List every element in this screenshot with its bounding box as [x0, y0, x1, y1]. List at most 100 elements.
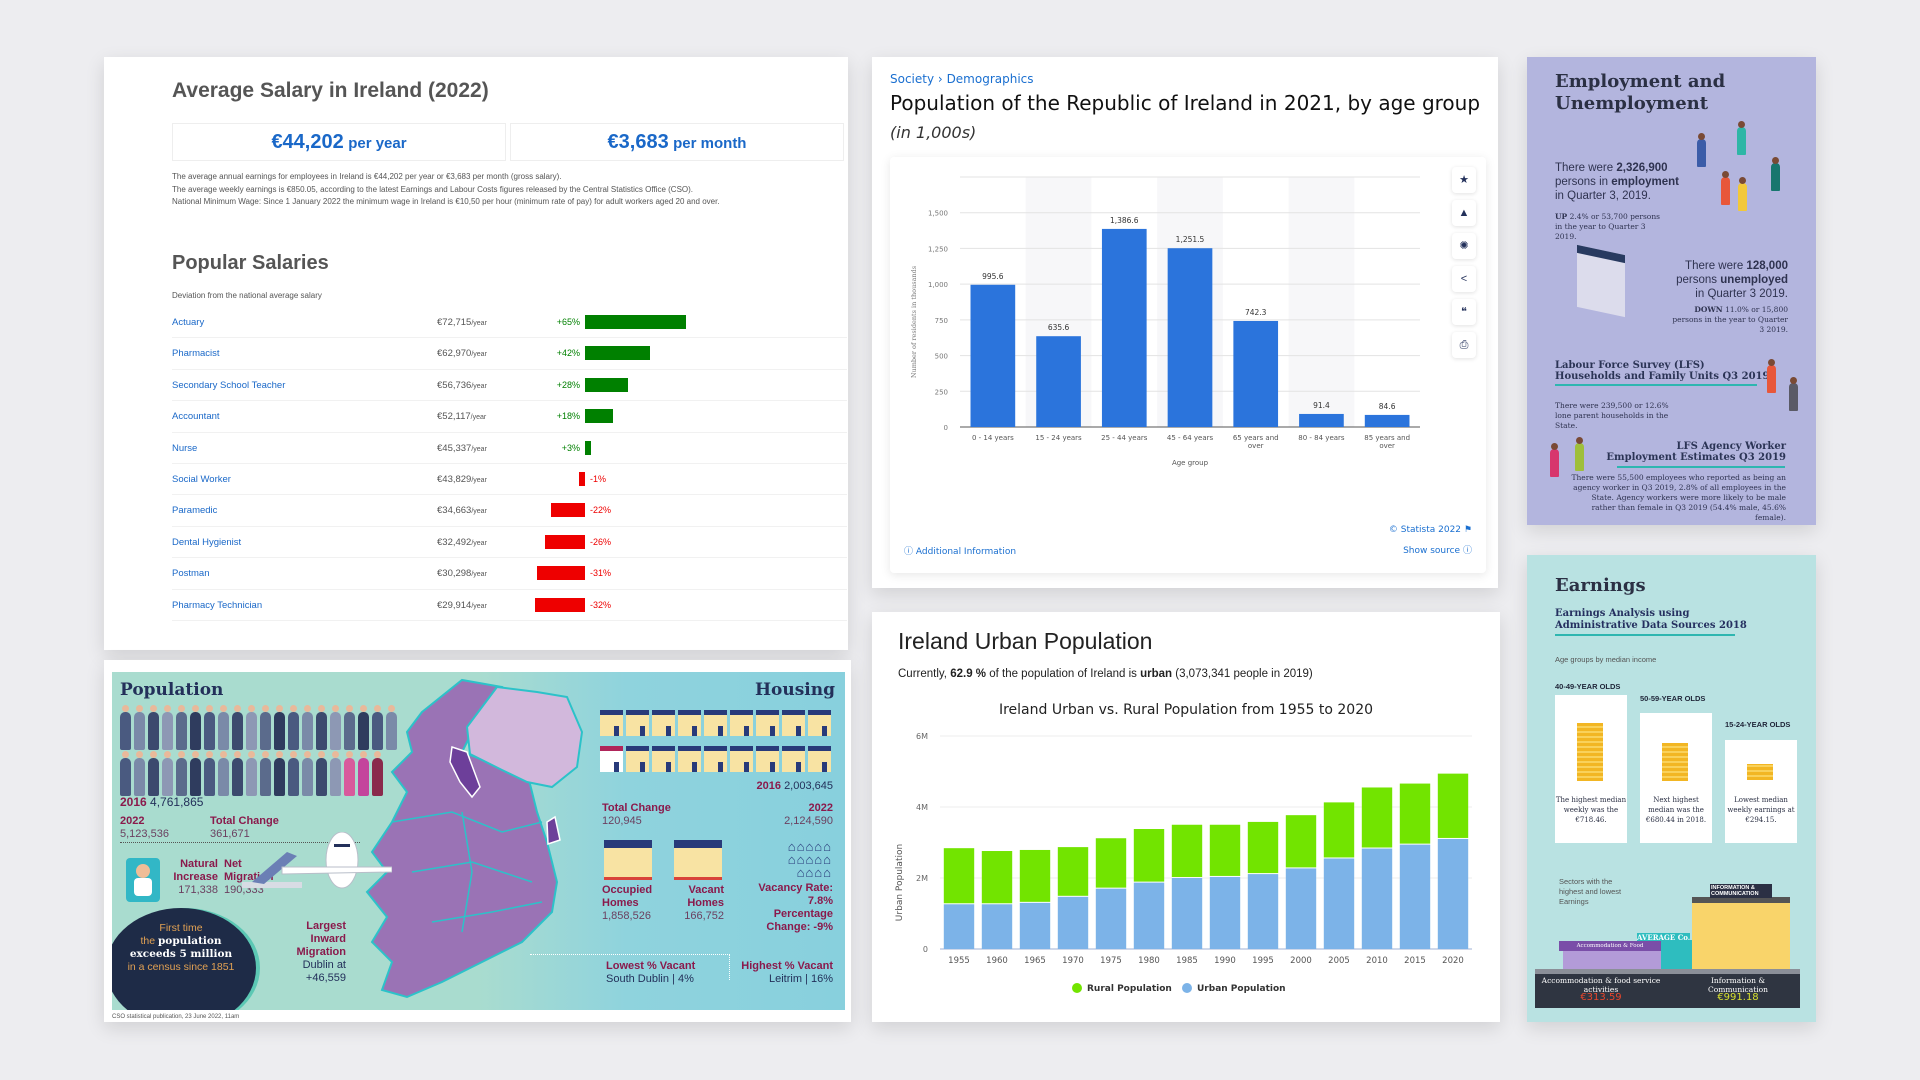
- salary-job-link[interactable]: Paramedic: [172, 505, 218, 517]
- x-tick-label: 1980: [1138, 956, 1160, 966]
- high-sector: Information & Communication €991.18: [1683, 976, 1793, 1003]
- underline: [1555, 634, 1735, 636]
- age-groups-caption: Age groups by median income: [1555, 655, 1657, 664]
- salary-amount: €52,117/year: [437, 411, 487, 423]
- urban-description: Currently, 62.9 % of the population of I…: [898, 668, 1313, 680]
- person-icon: [120, 705, 131, 750]
- vacant-value: 166,752: [684, 910, 724, 922]
- salary-job-link[interactable]: Accountant: [172, 411, 220, 423]
- salary-amount: €62,970/year: [437, 348, 487, 360]
- rural-bar-segment: [981, 851, 1013, 904]
- x-tick-label: 45 - 64 years: [1167, 434, 1214, 442]
- y-tick-label: 750: [935, 317, 948, 325]
- salary-note: The average annual earnings for employee…: [172, 172, 562, 181]
- breadcrumb-society[interactable]: Society: [890, 72, 935, 86]
- salary-amount: €30,298/year: [437, 568, 487, 580]
- house-icon: [626, 710, 649, 736]
- y-tick-label: 2M: [916, 874, 928, 883]
- annual-salary-value: €44,202: [271, 131, 344, 153]
- lowest-value: South Dublin | 4%: [606, 973, 694, 985]
- population-heading: Population: [120, 680, 224, 700]
- natural-increase: Natural Increase 171,338: [168, 858, 218, 897]
- statista-title: Population of the Republic of Ireland in…: [890, 91, 1481, 115]
- pop-2016-label: 2016: [120, 795, 147, 809]
- x-tick-label: 2005: [1328, 956, 1350, 966]
- person-icon: [162, 751, 173, 796]
- underline: [1617, 466, 1785, 468]
- data-label: 84.6: [1379, 402, 1396, 411]
- county-borders: [391, 811, 543, 933]
- salary-job-link[interactable]: Nurse: [172, 442, 198, 454]
- connector-line: [120, 842, 360, 843]
- natural-increase-label: Natural Increase: [173, 858, 218, 883]
- data-label: 635.6: [1048, 323, 1070, 332]
- deviation-label: Deviation from the national average sala…: [172, 291, 322, 300]
- pop-2022-value: 5,123,536: [120, 828, 169, 840]
- housing-2022-label: 2022: [808, 802, 833, 814]
- agency-title-line: Employment Estimates Q3 2019: [1606, 452, 1786, 463]
- statista-panel: Society › Demographics Population of the…: [872, 57, 1498, 588]
- person-icon: [232, 705, 243, 750]
- house-icon: [652, 710, 675, 736]
- breadcrumb-demographics[interactable]: Demographics: [946, 72, 1034, 86]
- share-icon[interactable]: <: [1452, 266, 1476, 292]
- x-tick-label: 1970: [1062, 956, 1084, 966]
- urban-population-panel: Ireland Urban Population Currently, 62.9…: [872, 612, 1500, 1022]
- quote-icon[interactable]: ❝: [1452, 299, 1476, 325]
- sector-values-bar: Accommodation & food service activities …: [1535, 974, 1800, 1008]
- salary-job-link[interactable]: Social Worker: [172, 473, 231, 485]
- x-tick-label: 1960: [986, 956, 1008, 966]
- age-group-caption: The highest median weekly was the €718.4…: [1555, 796, 1627, 824]
- pop-change: Total Change 361,671: [210, 815, 279, 841]
- houses-illustration-row: [600, 746, 831, 772]
- lfs-text: There were 239,500 or 12.6% lone parent …: [1555, 401, 1669, 430]
- show-source-link[interactable]: Show source ⓘ: [1403, 543, 1472, 556]
- negative-deviation-bar: [536, 566, 585, 581]
- salary-job-link[interactable]: Dental Hygienist: [172, 536, 242, 548]
- monthly-salary-unit: per month: [673, 135, 747, 152]
- info-icon: ⓘ: [904, 547, 914, 557]
- salary-job-link[interactable]: Pharmacist: [172, 348, 220, 360]
- house-icon: [704, 746, 727, 772]
- person-figure: [1737, 121, 1746, 155]
- print-icon[interactable]: ⎙: [1452, 332, 1476, 358]
- y-tick-label: 0: [944, 424, 948, 432]
- person-icon: [176, 751, 187, 796]
- urban-bar-segment: [1057, 896, 1089, 949]
- positive-deviation-bar: [585, 315, 686, 329]
- salary-job-link[interactable]: Actuary: [172, 317, 205, 328]
- bell-icon[interactable]: ▲: [1452, 200, 1476, 226]
- person-icon: [316, 751, 327, 796]
- age-group-card: The highest median weekly was the €718.4…: [1555, 695, 1627, 843]
- rural-bar-segment: [1247, 821, 1279, 874]
- highest-label: Highest % Vacant: [741, 960, 833, 972]
- salary-amount: €56,736/year: [437, 379, 487, 391]
- urban-bar-segment: [981, 904, 1013, 949]
- star-icon[interactable]: ★: [1452, 167, 1476, 193]
- highest-vacant: Highest % Vacant Leitrim | 16%: [741, 960, 833, 986]
- salary-row: Dental Hygienist €32,492/year -26%: [172, 527, 847, 559]
- additional-information-link[interactable]: ⓘ Additional Information: [904, 544, 1016, 557]
- rural-bar-segment: [1399, 783, 1431, 844]
- person-icon: [274, 705, 285, 750]
- salary-job-link[interactable]: Secondary School Teacher: [172, 379, 286, 391]
- unemp-mid: persons: [1676, 274, 1718, 286]
- salary-row: Postman €30,298/year -31%: [172, 558, 847, 590]
- desc-pct: 62.9 %: [950, 668, 987, 680]
- breadcrumb: Society › Demographics: [890, 72, 1034, 86]
- gear-icon[interactable]: ✺: [1452, 233, 1476, 259]
- salary-job-link[interactable]: Postman: [172, 568, 210, 580]
- rural-bar-segment: [1323, 802, 1355, 858]
- urban-bar-segment: [1209, 876, 1241, 949]
- house-icon: [808, 710, 831, 736]
- age-group-card: Lowest median weekly earnings at €294.15…: [1725, 740, 1797, 843]
- emp-up-bold: UP: [1555, 212, 1568, 221]
- desc-pre: Currently,: [898, 668, 947, 680]
- statista-copyright[interactable]: © Statista 2022 ⚑: [1389, 525, 1472, 535]
- small-houses-icon: ⌂⌂⌂⌂⌂ ⌂⌂⌂⌂⌂ ⌂⌂⌂⌂: [787, 839, 832, 880]
- urban-bar-segment: [1095, 888, 1127, 949]
- show-source-text: Show source: [1403, 546, 1461, 556]
- x-tick-label: 85 years and over: [1364, 434, 1410, 450]
- coin-stack-icon: [1662, 743, 1688, 781]
- salary-job-link[interactable]: Pharmacy Technician: [172, 599, 263, 611]
